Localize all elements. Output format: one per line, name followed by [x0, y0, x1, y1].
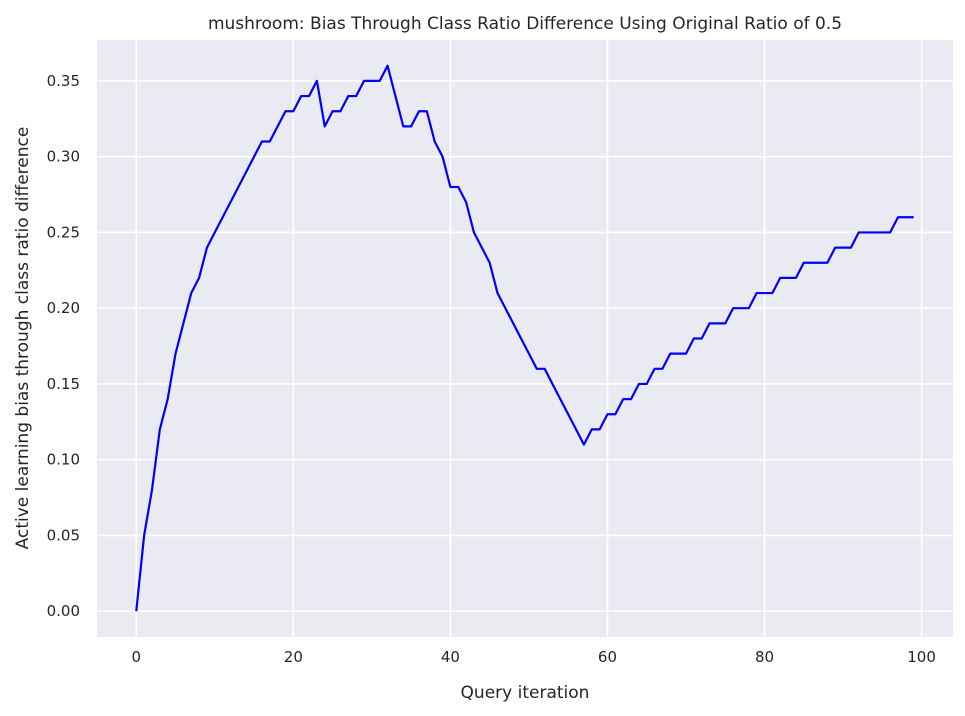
x-tick-label: 40	[441, 648, 460, 666]
series-group	[135, 64, 914, 612]
chart-title: mushroom: Bias Through Class Ratio Diffe…	[208, 14, 842, 34]
tick-labels: 0 20 40 60 80 100 0.00 0.05 0.10 0.15 0.20 0.25 0.30…	[47, 72, 936, 666]
y-tick-label: 0.10	[47, 451, 80, 469]
y-tick-label: 0.30	[47, 148, 80, 166]
grid	[97, 40, 953, 637]
y-tick-label: 0.00	[47, 602, 80, 620]
x-tick-label: 100	[907, 648, 936, 666]
x-tick-label: 60	[598, 648, 617, 666]
y-axis-label: Active learning bias through class ratio…	[13, 127, 33, 550]
x-tick-label: 20	[284, 648, 303, 666]
x-tick-label: 0	[131, 648, 141, 666]
series-line	[135, 64, 914, 612]
y-tick-label: 0.05	[47, 526, 80, 544]
y-tick-label: 0.35	[47, 72, 80, 90]
y-tick-label: 0.25	[47, 223, 80, 241]
x-tick-label: 80	[755, 648, 774, 666]
y-tick-label: 0.15	[47, 375, 80, 393]
y-tick-label: 0.20	[47, 299, 80, 317]
plot-area	[97, 40, 953, 637]
x-axis-label: Query iteration	[461, 683, 590, 703]
